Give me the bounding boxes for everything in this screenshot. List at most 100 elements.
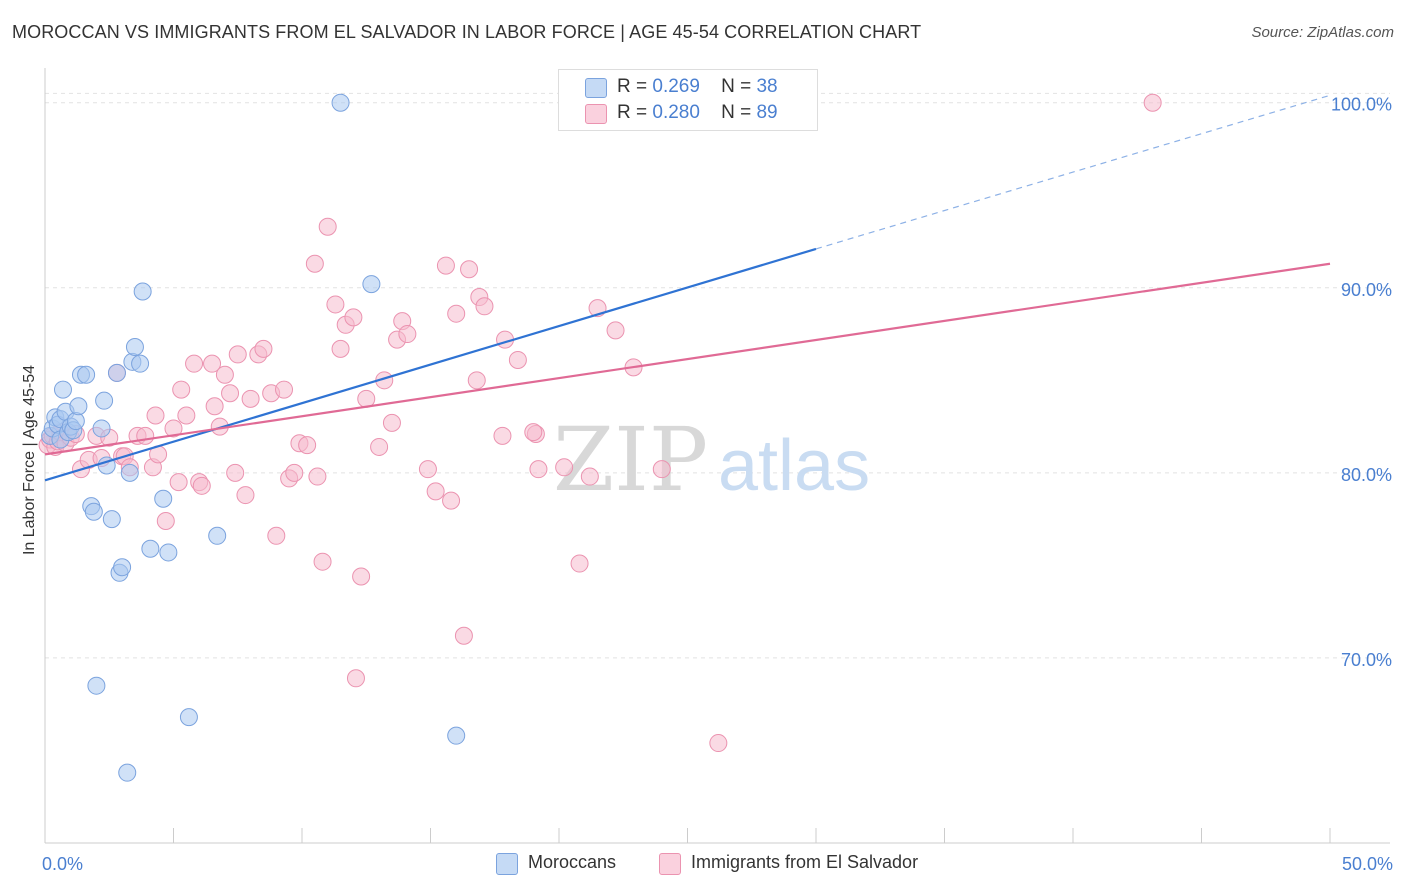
watermark-zip: ZIP xyxy=(553,408,708,511)
point-el-salvador xyxy=(275,380,294,399)
r-label: R = xyxy=(617,76,648,97)
point-el-salvador xyxy=(344,308,363,327)
point-el-salvador xyxy=(370,437,389,456)
legend-swatch xyxy=(659,853,681,875)
point-el-salvador xyxy=(570,554,589,573)
point-el-salvador xyxy=(305,254,324,273)
legend-swatch-moroccans xyxy=(585,78,607,98)
point-el-salvador xyxy=(318,217,337,236)
point-moroccans xyxy=(113,558,132,577)
x-tick-label: 0.0% xyxy=(42,854,83,874)
point-el-salvador xyxy=(331,339,350,358)
point-moroccans xyxy=(179,708,198,727)
source-label: Source: ZipAtlas.com xyxy=(1251,24,1394,41)
point-el-salvador xyxy=(215,365,234,384)
trendline-moroccans xyxy=(44,247,817,482)
point-moroccans xyxy=(141,539,160,558)
point-moroccans xyxy=(107,363,126,382)
point-moroccans xyxy=(87,676,106,695)
point-el-salvador xyxy=(346,669,365,688)
point-el-salvador xyxy=(398,325,417,344)
series-legend: Moroccans Immigrants from El Salvador xyxy=(0,852,1406,878)
point-moroccans xyxy=(159,543,178,562)
point-moroccans xyxy=(102,510,121,529)
point-el-salvador xyxy=(226,463,245,482)
point-el-salvador xyxy=(447,304,466,323)
point-el-salvador xyxy=(555,458,574,477)
point-el-salvador xyxy=(508,350,527,369)
y-tick-label: 70.0% xyxy=(1341,650,1392,670)
point-el-salvador xyxy=(308,467,327,486)
r-label: R = xyxy=(617,102,648,123)
point-el-salvador xyxy=(382,413,401,432)
legend-label: Immigrants from El Salvador xyxy=(691,852,919,872)
point-el-salvador xyxy=(326,295,345,314)
n-label: N = xyxy=(721,102,752,123)
point-el-salvador xyxy=(164,419,183,438)
point-el-salvador xyxy=(185,354,204,373)
point-el-salvador xyxy=(236,486,255,505)
point-moroccans xyxy=(95,391,114,410)
legend-text-el-salvador: R = 0.280 N = 89 xyxy=(617,102,778,124)
point-el-salvador xyxy=(529,460,548,479)
point-el-salvador xyxy=(203,354,222,373)
point-moroccans xyxy=(84,502,103,521)
tick-labels: 70.0% 80.0% 90.0% 100.0% 0.0% 50.0% xyxy=(42,95,1393,874)
point-el-salvador xyxy=(606,321,625,340)
legend-text-moroccans: R = 0.269 N = 38 xyxy=(617,76,778,98)
y-tick-label: 100.0% xyxy=(1331,95,1392,115)
point-el-salvador xyxy=(436,256,455,275)
point-el-salvador xyxy=(475,297,494,316)
point-el-salvador xyxy=(454,626,473,645)
point-el-salvador xyxy=(580,467,599,486)
point-el-salvador xyxy=(460,260,479,279)
trendlines xyxy=(44,94,1331,482)
point-moroccans xyxy=(120,463,139,482)
chart-title: MOROCCAN VS IMMIGRANTS FROM EL SALVADOR … xyxy=(12,22,922,42)
r-value: 0.269 xyxy=(652,76,700,97)
point-el-salvador xyxy=(426,482,445,501)
point-el-salvador xyxy=(254,339,273,358)
point-moroccans xyxy=(53,380,72,399)
point-el-salvador xyxy=(652,460,671,479)
point-moroccans xyxy=(154,489,173,508)
r-value: 0.280 xyxy=(652,102,700,123)
point-el-salvador xyxy=(418,460,437,479)
point-el-salvador xyxy=(467,371,486,390)
trendline-el-salvador xyxy=(44,262,1331,456)
point-el-salvador xyxy=(524,423,543,442)
axes xyxy=(44,68,1390,844)
point-el-salvador xyxy=(146,406,165,425)
point-moroccans xyxy=(208,526,227,545)
legend-swatch xyxy=(496,853,518,875)
point-el-salvador xyxy=(156,511,175,530)
point-moroccans xyxy=(69,397,88,416)
point-moroccans xyxy=(77,365,96,384)
point-moroccans xyxy=(125,338,144,357)
point-el-salvador xyxy=(172,380,191,399)
point-el-salvador xyxy=(169,473,188,492)
trendline-moroccans-extension xyxy=(815,94,1331,250)
point-el-salvador xyxy=(136,426,155,445)
point-moroccans xyxy=(66,412,85,431)
y-tick-label: 80.0% xyxy=(1341,465,1392,485)
n-value: 38 xyxy=(756,76,778,97)
point-moroccans xyxy=(133,282,152,301)
n-value: 89 xyxy=(756,102,778,123)
point-el-salvador xyxy=(228,345,247,364)
point-moroccans xyxy=(331,93,350,112)
point-moroccans xyxy=(92,419,111,438)
point-el-salvador xyxy=(709,734,728,753)
point-el-salvador xyxy=(221,384,240,403)
point-el-salvador xyxy=(205,397,224,416)
point-el-salvador xyxy=(442,491,461,510)
legend-swatch-el-salvador xyxy=(585,104,607,124)
watermark: ZIP atlas xyxy=(553,408,870,511)
point-moroccans xyxy=(362,275,381,294)
x-tick-label: 50.0% xyxy=(1342,854,1393,874)
point-moroccans xyxy=(118,763,137,782)
point-el-salvador xyxy=(298,436,317,455)
y-tick-label: 90.0% xyxy=(1341,280,1392,300)
point-moroccans xyxy=(447,726,466,745)
